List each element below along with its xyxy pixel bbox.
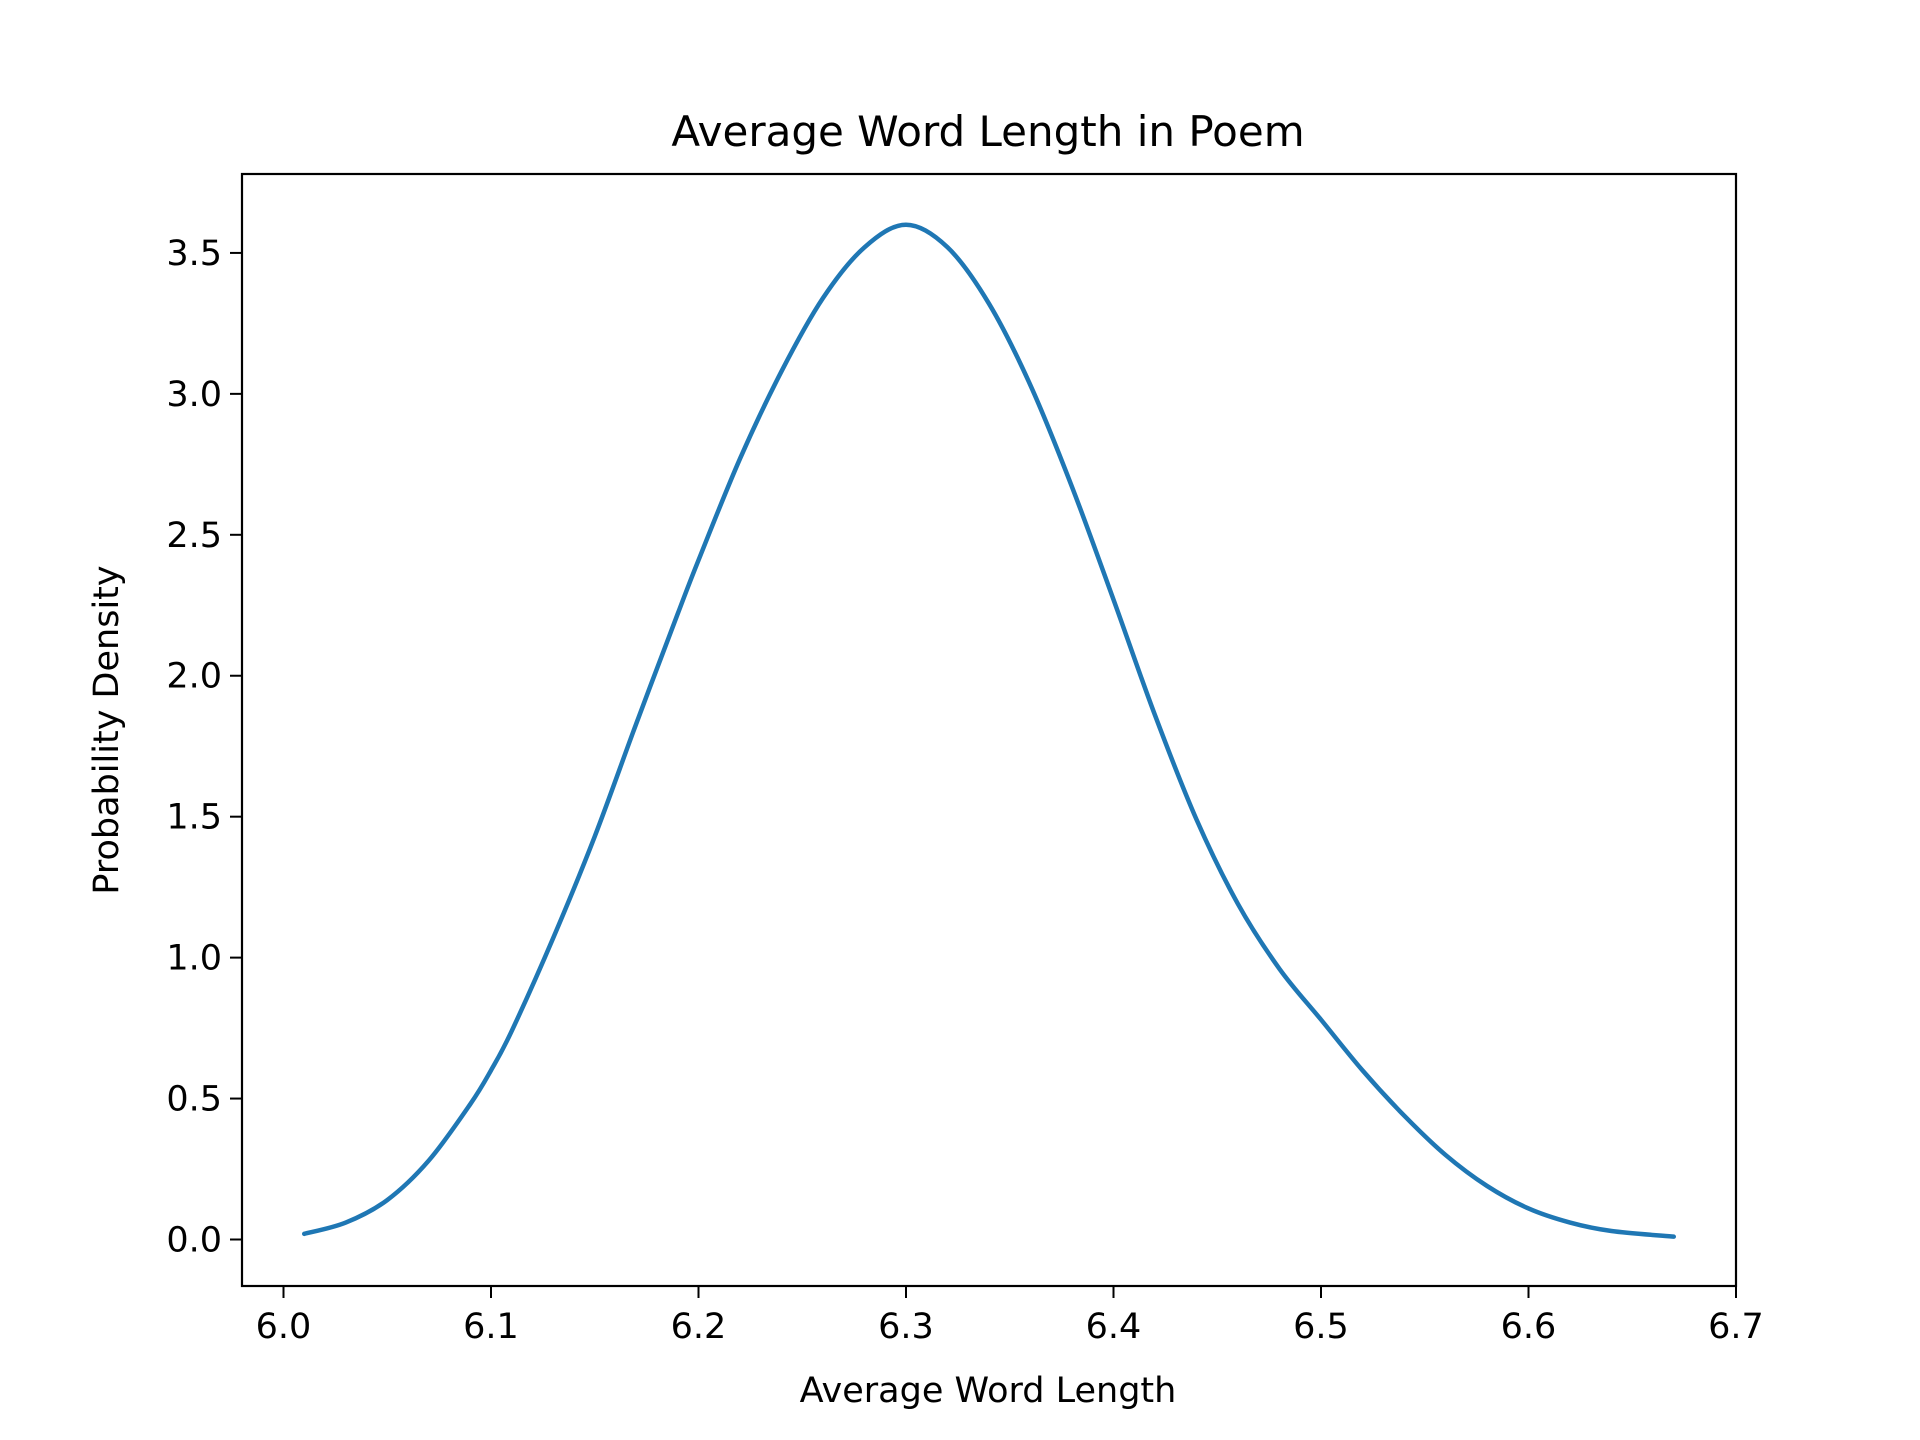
plot-frame — [240, 172, 1738, 1288]
x-tick-label: 6.6 — [1501, 1307, 1557, 1347]
x-tick-label: 6.7 — [1708, 1307, 1764, 1347]
y-tick-label: 1.0 — [166, 939, 222, 979]
x-tick-label: 6.3 — [878, 1307, 934, 1347]
x-axis-label: Average Word Length — [800, 1371, 1177, 1411]
y-tick-label: 0.5 — [166, 1080, 222, 1120]
ticks: 6.0 6.1 6.2 6.3 6.4 6.5 6.6 6.7 0.0 0.5 1.0 1.5 2.0 2… — [166, 234, 1764, 1347]
y-tick-label: 1.5 — [166, 798, 222, 838]
y-tick-label: 2.5 — [166, 516, 222, 556]
y-tick-label: 3.5 — [166, 234, 222, 274]
chart-title: Average Word Length in Poem — [671, 107, 1304, 156]
density-curve — [302, 222, 1676, 1239]
x-tick-label: 6.2 — [671, 1307, 727, 1347]
x-tick-label: 6.1 — [463, 1307, 519, 1347]
y-tick-label: 2.0 — [166, 657, 222, 697]
y-tick-label: 0.0 — [166, 1220, 222, 1260]
x-tick-label: 6.0 — [256, 1307, 312, 1347]
x-tick-label: 6.5 — [1293, 1307, 1349, 1347]
y-axis-label: Probability Density — [87, 565, 127, 894]
x-tick-label: 6.4 — [1086, 1307, 1142, 1347]
y-tick-label: 3.0 — [166, 375, 222, 415]
